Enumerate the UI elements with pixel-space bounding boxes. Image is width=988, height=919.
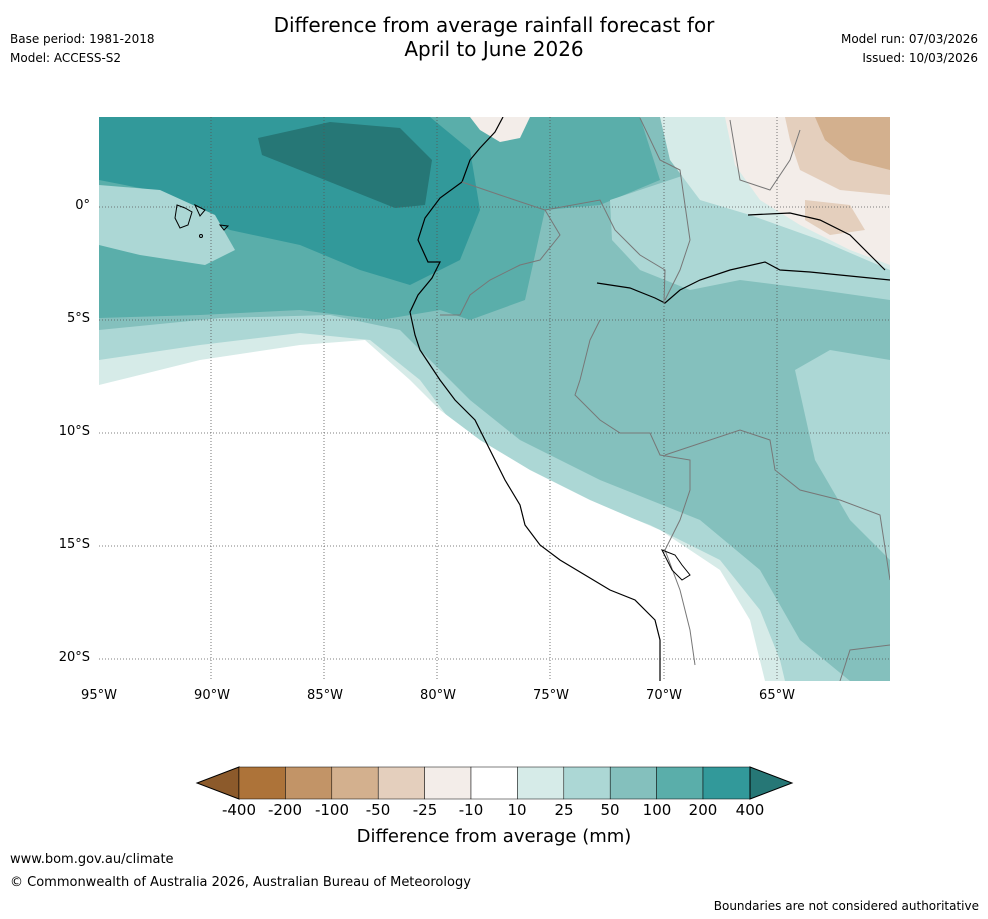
band-minus-25-patch: [805, 200, 865, 235]
lon-label-75w: 75°W: [533, 688, 569, 703]
colorbar-tick-label: -10: [458, 801, 484, 819]
colorbar-tick-label: 400: [735, 801, 765, 819]
band-25-50-east: [610, 170, 890, 300]
lat-label-5s: 5°S: [66, 311, 90, 326]
lat-label-10s: 10°S: [58, 424, 90, 439]
lon-label-70w: 70°W: [646, 688, 682, 703]
colorbar-tick-label: -100: [314, 801, 350, 819]
band-neutral-south: [99, 340, 765, 681]
lake-titicaca: [660, 549, 691, 581]
coastline: [409, 117, 661, 681]
colorbar: [195, 766, 794, 800]
colorbar-tick-label: 100: [642, 801, 672, 819]
band-above-400: [258, 122, 432, 208]
galapagos-islands: [174, 203, 230, 238]
colorbar-bin-2: [285, 766, 333, 800]
issued-text: Issued: 10/03/2026: [862, 51, 978, 65]
model-text: Model: ACCESS-S2: [10, 51, 122, 65]
lat-label-0: 0°: [75, 198, 90, 213]
colorbar-tick-label: 50: [600, 801, 620, 819]
base-period-text: Base period: 1981-2018: [10, 32, 155, 46]
colorbar-tick-label: -25: [412, 801, 438, 819]
colorbar-tick-label: 200: [688, 801, 718, 819]
colorbar-tick-label: 25: [554, 801, 574, 819]
model-run-text: Model run: 07/03/2026: [840, 32, 978, 46]
title-line-1: Difference from average rainfall forecas…: [273, 13, 715, 37]
colorbar-bin-1: [238, 766, 286, 800]
lon-label-85w: 85°W: [307, 688, 343, 703]
colorbar-title: Difference from average (mm): [356, 826, 632, 847]
colorbar-bin-4: [377, 766, 425, 800]
lon-label-95w: 95°W: [81, 688, 117, 703]
lon-label-65w: 65°W: [759, 688, 795, 703]
lon-label-90w: 90°W: [194, 688, 230, 703]
colorbar-bin-6: [470, 766, 518, 800]
band-25-50-southeast: [795, 350, 890, 560]
colorbar-extension-low: [195, 766, 240, 800]
colorbar-bin-7: [517, 766, 565, 800]
lat-label-15s: 15°S: [58, 537, 90, 552]
band-minus-50-northeast: [815, 117, 890, 170]
colorbar-tick-label: -400: [221, 801, 257, 819]
band-dry-patch-north: [470, 117, 530, 142]
colorbar-bin-8: [563, 766, 611, 800]
colorbar-bin-5: [424, 766, 472, 800]
colorbar-bin-3: [331, 766, 379, 800]
amazon-delta: [747, 212, 886, 271]
lon-label-80w: 80°W: [420, 688, 456, 703]
page-title: Difference from average rainfall forecas…: [0, 13, 988, 61]
copyright-text: © Commonwealth of Australia 2026, Austra…: [10, 875, 471, 890]
band-25-50-equator: [99, 185, 235, 265]
lat-label-20s: 20°S: [58, 650, 90, 665]
country-borders: [440, 117, 890, 681]
website-link[interactable]: www.bom.gov.au/climate: [10, 852, 174, 867]
disclaimer-text: Boundaries are not considered authoritat…: [713, 899, 979, 913]
title-line-2: April to June 2026: [404, 37, 584, 61]
graticule: [99, 117, 890, 681]
colorbar-tick-label: 10: [507, 801, 527, 819]
colorbar-tick-label: -50: [365, 801, 391, 819]
colorbar-bin-11: [702, 766, 751, 800]
colorbar-bin-10: [656, 766, 704, 800]
amazon-river: [596, 261, 890, 304]
colorbar-tick-label: -200: [267, 801, 303, 819]
colorbar-bin-9: [609, 766, 657, 800]
colorbar-extension-high: [749, 766, 794, 800]
